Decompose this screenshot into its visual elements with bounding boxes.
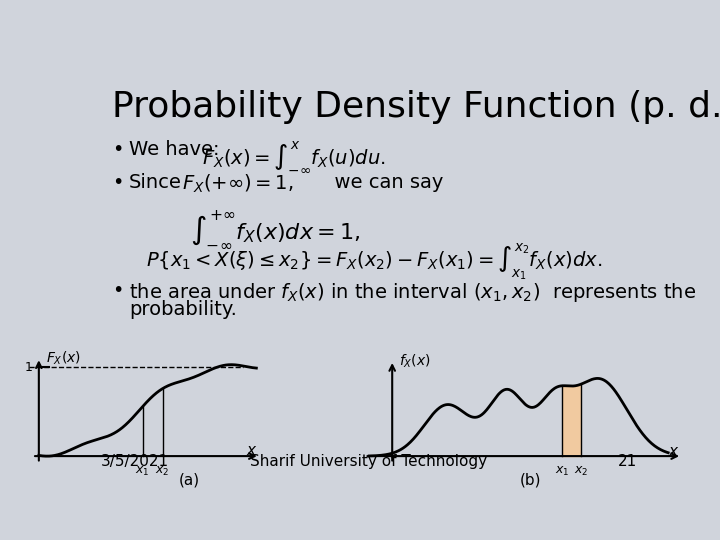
Text: $x_1$: $x_1$ bbox=[555, 465, 570, 478]
Text: 3/5/2021: 3/5/2021 bbox=[101, 454, 169, 469]
Text: $x_2$: $x_2$ bbox=[574, 465, 588, 478]
Text: $P\{x_1 < X(\xi) \leq x_2\} = F_X(x_2) - F_X(x_1) = \int_{x_1}^{x_2} f_X(x)dx.$: $P\{x_1 < X(\xi) \leq x_2\} = F_X(x_2) -… bbox=[145, 241, 602, 282]
Text: Probability Density Function (p. d. f): Probability Density Function (p. d. f) bbox=[112, 90, 720, 124]
Text: $x_2$: $x_2$ bbox=[156, 465, 170, 478]
Text: $x$: $x$ bbox=[246, 443, 258, 458]
Text: the area under $f_X(x)$ in the interval $(x_1, x_2)$  represents the: the area under $f_X(x)$ in the interval … bbox=[129, 281, 696, 304]
Text: 1: 1 bbox=[24, 361, 32, 374]
Text: •: • bbox=[112, 173, 124, 192]
Text: we can say: we can say bbox=[322, 173, 443, 192]
Text: $F_X(x) = \int_{-\infty}^{x} f_X(u)du.$: $F_X(x) = \int_{-\infty}^{x} f_X(u)du.$ bbox=[202, 140, 385, 174]
Text: probability.: probability. bbox=[129, 300, 237, 319]
Text: 21: 21 bbox=[618, 454, 637, 469]
Text: $x$: $x$ bbox=[668, 444, 680, 459]
Text: $F_X(+\infty) = 1,$: $F_X(+\infty) = 1,$ bbox=[182, 173, 294, 195]
Text: $x_1$: $x_1$ bbox=[135, 465, 150, 478]
Text: $\int_{-\infty}^{+\infty} f_X(x)dx = 1,$: $\int_{-\infty}^{+\infty} f_X(x)dx = 1,$ bbox=[190, 208, 361, 250]
Text: We have:: We have: bbox=[129, 140, 220, 159]
Text: $F_X(x)$: $F_X(x)$ bbox=[45, 349, 81, 367]
Text: Sharif University of Technology: Sharif University of Technology bbox=[251, 454, 487, 469]
Text: Since: Since bbox=[129, 173, 182, 192]
Text: •: • bbox=[112, 281, 124, 300]
Text: •: • bbox=[112, 140, 124, 159]
Text: $f_X(x)$: $f_X(x)$ bbox=[399, 353, 431, 370]
Text: (a): (a) bbox=[179, 472, 200, 488]
Text: (b): (b) bbox=[519, 472, 541, 488]
